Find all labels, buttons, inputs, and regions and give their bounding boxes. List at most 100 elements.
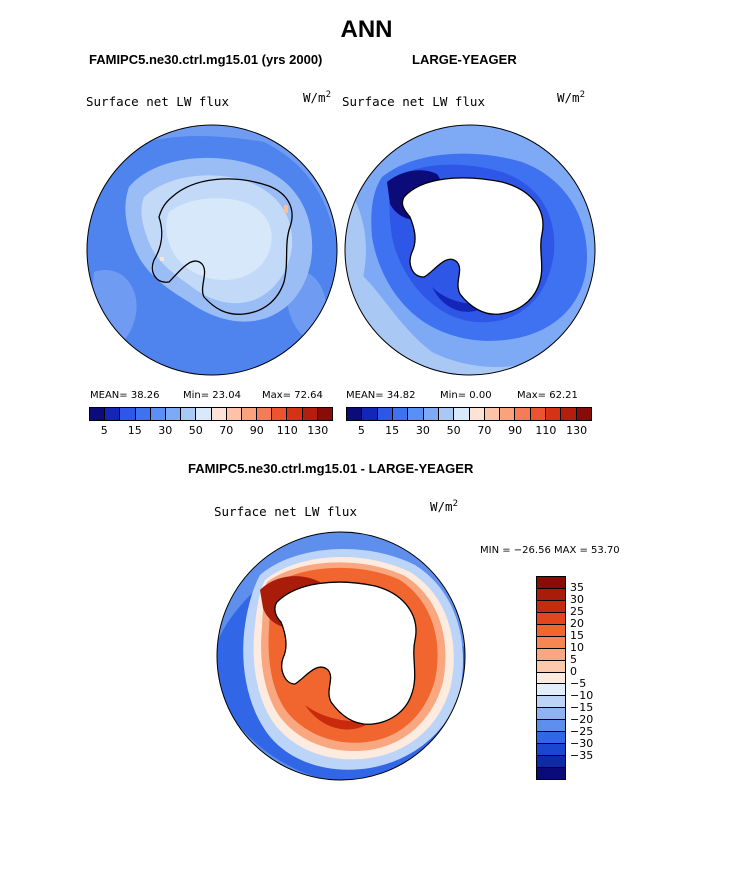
colorbar-tick-label: −10 — [570, 689, 594, 702]
panel1-units: W/m2 — [303, 90, 331, 106]
colorbar-swatch — [530, 408, 547, 420]
colorbar-tick-label: 110 — [535, 424, 557, 437]
panel1-case-title: FAMIPC5.ne30.ctrl.mg15.01 (yrs 2000) — [89, 52, 323, 67]
colorbar-tick-label: 25 — [570, 605, 584, 618]
colorbar-swatch — [576, 408, 591, 420]
colorbar-tick-label: 20 — [570, 617, 584, 630]
colorbar-swatch — [377, 408, 393, 420]
panel1-min: Min= 23.04 — [183, 390, 241, 401]
colorbar-tick-label: 30 — [570, 593, 584, 606]
colorbar-swatch — [537, 636, 565, 649]
colorbar-tick-label: 30 — [158, 424, 173, 437]
colorbar-swatch — [408, 408, 424, 420]
colorbar-tick-label: −25 — [570, 725, 594, 738]
colorbar-swatch — [347, 408, 363, 420]
panel1-colorbar-labels: 5 15 30 50 70 90 110 130 — [89, 424, 333, 438]
colorbar-swatch — [537, 612, 565, 625]
colorbar-tick-label: −15 — [570, 701, 594, 714]
panel1-colorbar — [89, 407, 333, 421]
colorbar-swatch — [287, 408, 303, 420]
panel1-max: Max= 72.64 — [262, 390, 323, 401]
colorbar-tick-label: −30 — [570, 737, 594, 750]
colorbar-tick-label: 5 — [357, 424, 365, 437]
colorbar-tick-label: 70 — [219, 424, 234, 437]
panel2-variable-label: Surface net LW flux — [342, 94, 485, 109]
colorbar-tick-label: 0 — [570, 665, 577, 678]
panel2-colorbar-labels: 5 15 30 50 70 90 110 130 — [346, 424, 592, 438]
colorbar-swatch — [537, 732, 565, 745]
colorbar-swatch — [181, 408, 197, 420]
colorbar-swatch — [362, 408, 378, 420]
panel2-min: Min= 0.00 — [440, 390, 492, 401]
colorbar-tick-label: −20 — [570, 713, 594, 726]
colorbar-swatch — [423, 408, 439, 420]
colorbar-tick-label: −35 — [570, 749, 594, 762]
colorbar-swatch — [211, 408, 227, 420]
diff-colorbar — [536, 576, 566, 780]
colorbar-swatch — [469, 408, 485, 420]
colorbar-tick-label: 70 — [477, 424, 492, 437]
colorbar-tick-label: 90 — [249, 424, 264, 437]
colorbar-swatch — [537, 672, 565, 685]
colorbar-swatch — [317, 408, 332, 420]
colorbar-swatch — [537, 588, 565, 601]
colorbar-swatch — [90, 408, 106, 420]
colorbar-swatch — [241, 408, 258, 420]
colorbar-tick-label: 130 — [566, 424, 588, 437]
colorbar-swatch — [537, 720, 565, 733]
colorbar-swatch — [537, 660, 565, 673]
colorbar-tick-label: 30 — [415, 424, 430, 437]
colorbar-tick-label: 50 — [188, 424, 203, 437]
colorbar-swatch — [226, 408, 242, 420]
colorbar-swatch — [537, 696, 565, 709]
colorbar-tick-label: 90 — [508, 424, 523, 437]
colorbar-swatch — [537, 768, 565, 779]
colorbar-tick-label: 5 — [570, 653, 577, 666]
colorbar-tick-label: 15 — [127, 424, 142, 437]
colorbar-tick-label: 15 — [385, 424, 400, 437]
colorbar-swatch — [537, 577, 565, 589]
colorbar-tick-label: 50 — [446, 424, 461, 437]
colorbar-swatch — [537, 756, 565, 768]
diff-min-max: MIN = −26.56 MAX = 53.70 — [480, 545, 620, 556]
colorbar-swatch — [515, 408, 531, 420]
colorbar-swatch — [196, 408, 212, 420]
panel1-variable-label: Surface net LW flux — [86, 94, 229, 109]
colorbar-swatch — [537, 648, 565, 661]
diff-colorbar-labels: 35 30 25 20 15 10 5 0 −5 −10 −15 −20 −25 −30 −35 — [570, 576, 610, 780]
diff-variable-label: Surface net LW flux — [214, 504, 357, 519]
panel2-units: W/m2 — [557, 90, 585, 106]
colorbar-swatch — [484, 408, 501, 420]
colorbar-tick-label: 10 — [570, 641, 584, 654]
diff-polar-map — [216, 531, 466, 781]
colorbar-swatch — [105, 408, 121, 420]
colorbar-swatch — [120, 408, 136, 420]
colorbar-swatch — [546, 408, 562, 420]
colorbar-swatch — [257, 408, 273, 420]
diff-case-title: FAMIPC5.ne30.ctrl.mg15.01 - LARGE-YEAGER — [188, 461, 474, 476]
colorbar-swatch — [500, 408, 516, 420]
figure-title: ANN — [340, 16, 393, 43]
panel2-mean: MEAN= 34.82 — [346, 390, 416, 401]
colorbar-swatch — [392, 408, 409, 420]
colorbar-swatch — [438, 408, 455, 420]
diff-units: W/m2 — [430, 499, 458, 515]
panel1-mean: MEAN= 38.26 — [90, 390, 160, 401]
panel2-colorbar — [346, 407, 592, 421]
colorbar-swatch — [537, 708, 565, 721]
colorbar-swatch — [537, 684, 565, 697]
colorbar-tick-label: −5 — [570, 677, 587, 690]
panel2-case-title: LARGE-YEAGER — [412, 52, 517, 67]
colorbar-tick-label: 35 — [570, 581, 584, 594]
colorbar-swatch — [135, 408, 151, 420]
panel1-polar-map — [86, 124, 338, 376]
colorbar-tick-label: 5 — [100, 424, 108, 437]
panel2-max: Max= 62.21 — [517, 390, 578, 401]
colorbar-swatch — [454, 408, 470, 420]
colorbar-swatch — [537, 744, 565, 757]
colorbar-swatch — [165, 408, 182, 420]
colorbar-tick-label: 130 — [307, 424, 329, 437]
colorbar-swatch — [272, 408, 288, 420]
colorbar-tick-label: 15 — [570, 629, 584, 642]
colorbar-swatch — [537, 624, 565, 637]
